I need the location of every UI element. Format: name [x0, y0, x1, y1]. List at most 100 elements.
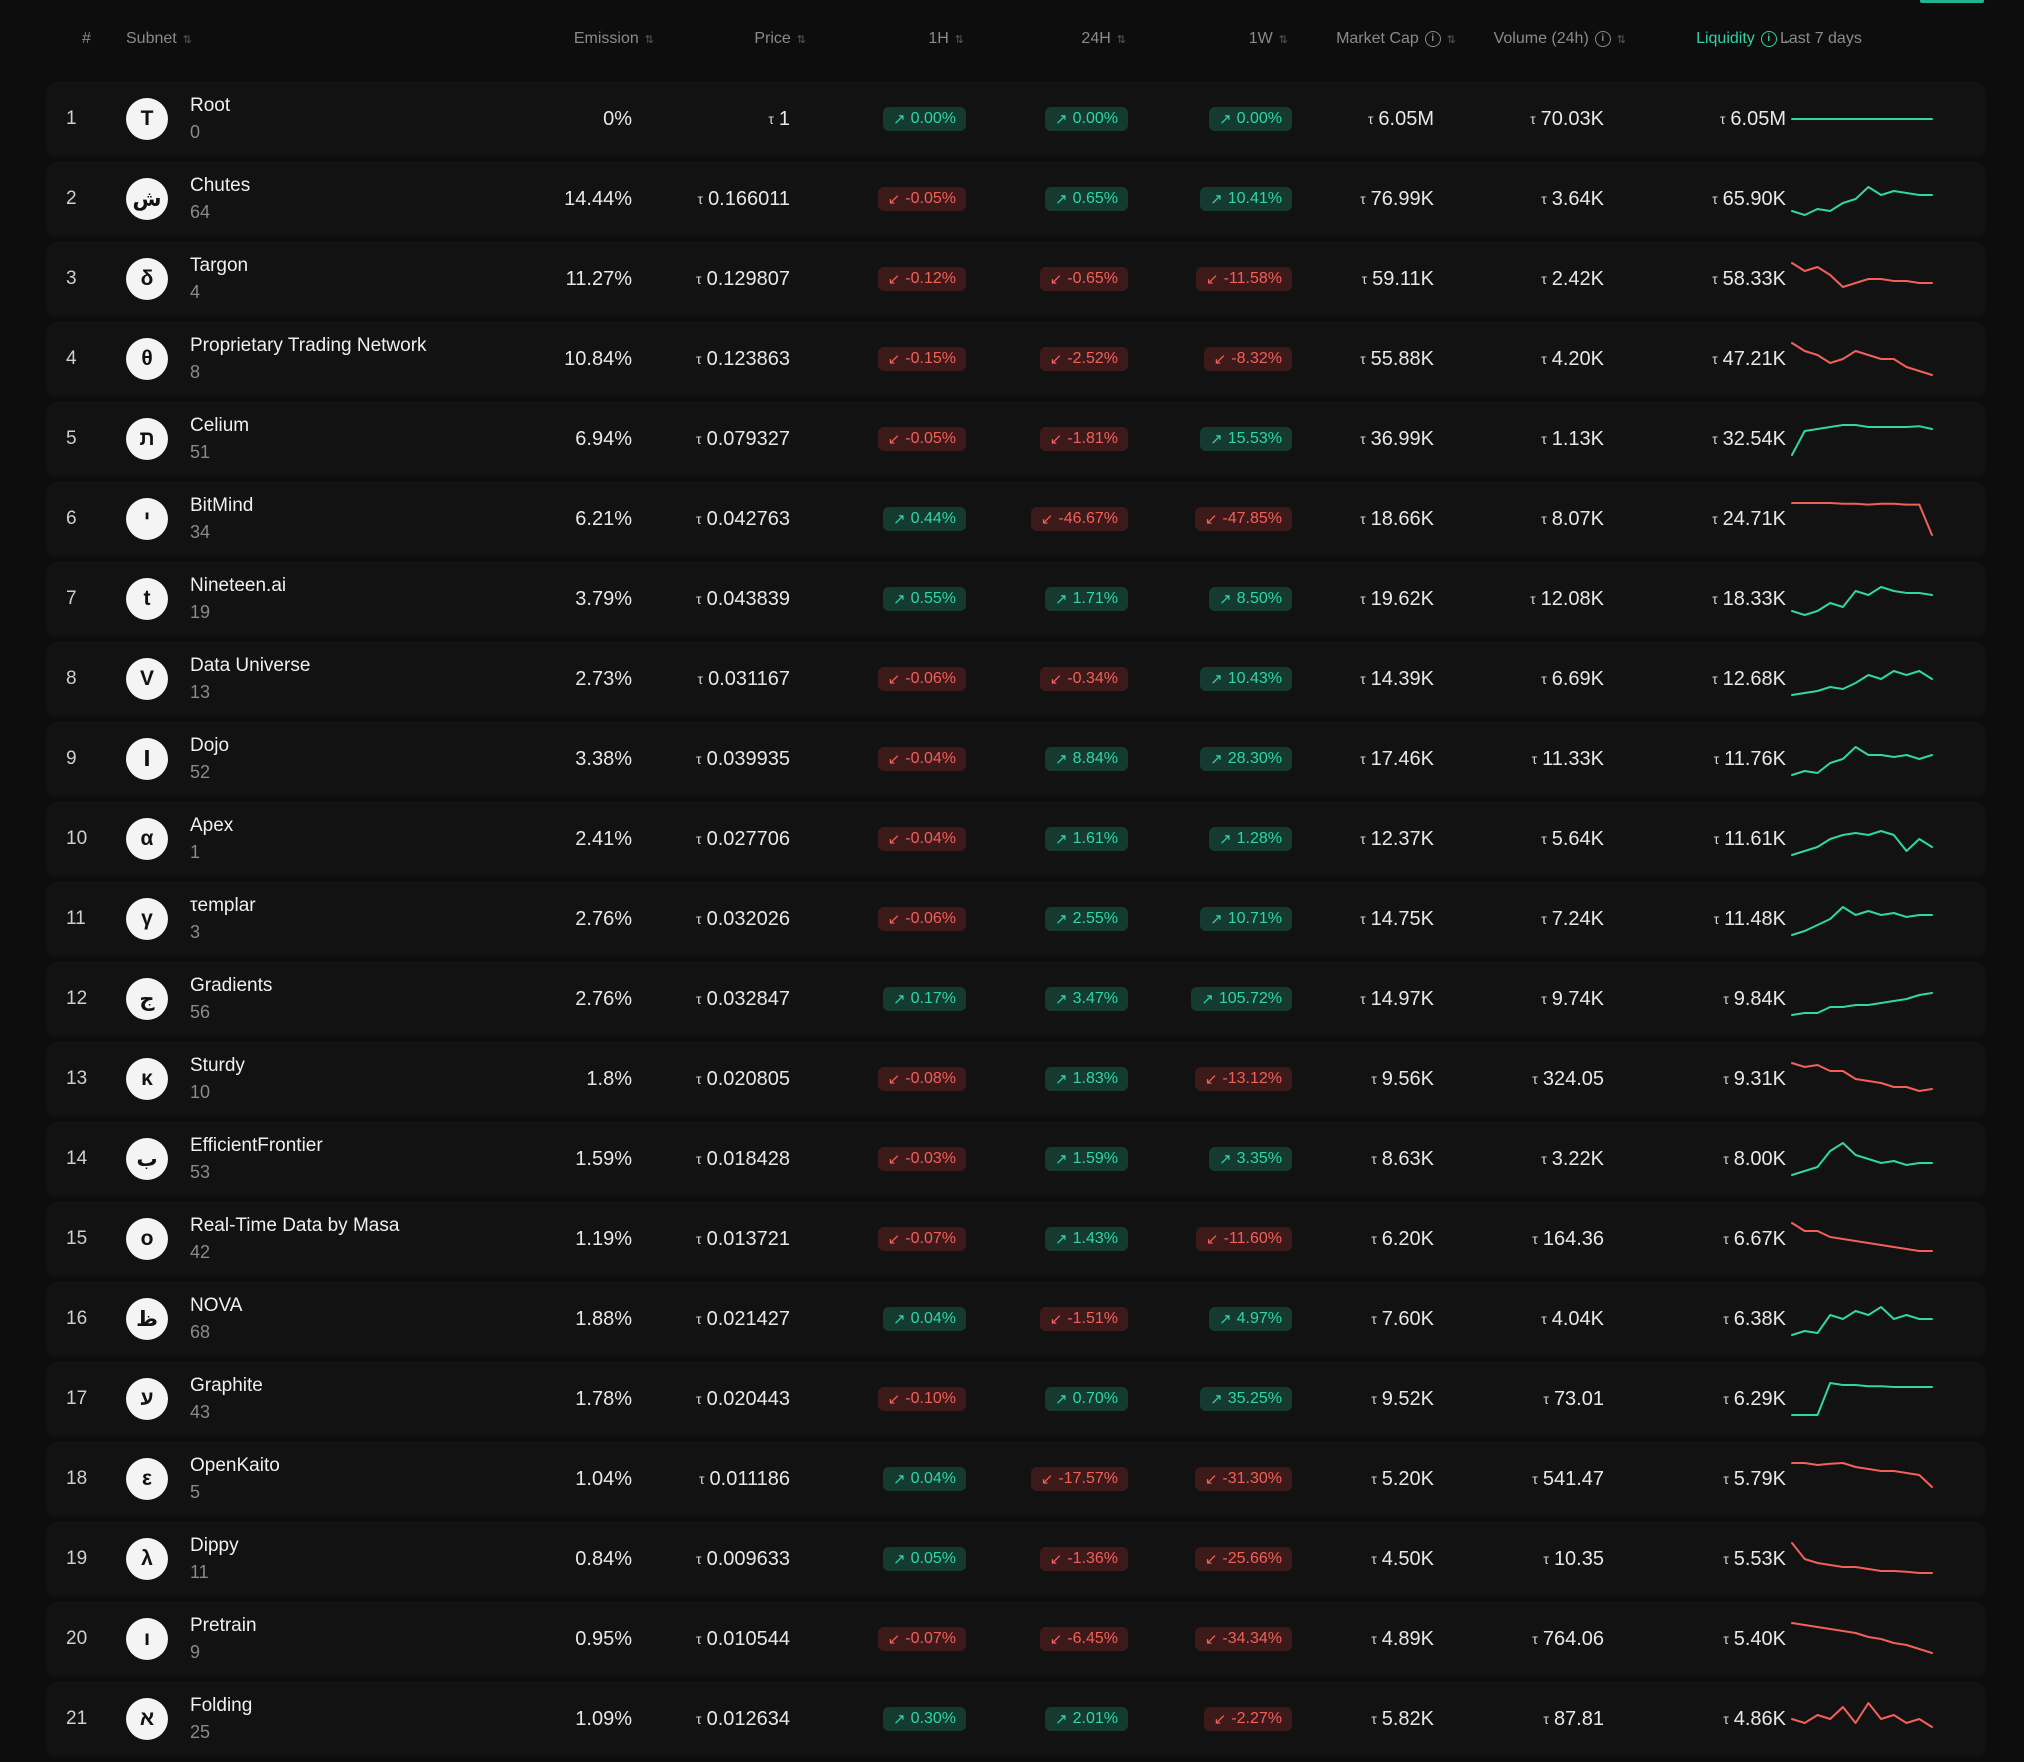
change-1h: ↙ -0.04% — [806, 802, 966, 876]
subnet-name-cell[interactable]: Apex 1 — [190, 802, 510, 876]
change-24h: ↗ 1.71% — [966, 562, 1128, 636]
subnet-name[interactable]: Proprietary Trading Network — [190, 335, 427, 356]
subnet-name-cell[interactable]: Nineteen.ai 19 — [190, 562, 510, 636]
subnet-name[interactable]: Targon — [190, 255, 249, 276]
table-row[interactable]: 6 י BitMind 34 6.21% τ 0.042763 ↗ 0.44% ↙ -… — [46, 482, 1986, 556]
table-row[interactable]: 2 ش Chutes 64 14.44% τ 0.166011 ↙ -0.05% ↗… — [46, 162, 1986, 236]
subnet-name-cell[interactable]: Data Universe 13 — [190, 642, 510, 716]
header-price[interactable]: Price ⇅ — [754, 30, 806, 47]
header-subnet[interactable]: Subnet ⇅ — [126, 30, 192, 47]
subnet-name-cell[interactable]: Chutes 64 — [190, 162, 510, 236]
info-icon[interactable]: i — [1424, 31, 1441, 47]
market-cap-value: τ 9.56K — [1371, 1067, 1434, 1090]
header-1h[interactable]: 1H ⇅ — [928, 30, 964, 47]
subnet-name[interactable]: BitMind — [190, 495, 254, 516]
subnet-name[interactable]: Graphite — [190, 1375, 263, 1396]
sparkline-path — [1791, 1622, 1933, 1654]
subnet-id: 43 — [190, 1402, 211, 1422]
table-row[interactable]: 19 λ Dippy 11 0.84% τ 0.009633 ↗ 0.05% ↙ -1… — [46, 1522, 1986, 1596]
trend-arrow-icon: ↗ — [893, 1311, 906, 1328]
subnet-name[interactable]: Data Universe — [190, 655, 311, 676]
header-market-cap[interactable]: Market Cap i ⇅ — [1336, 30, 1456, 47]
header-24h[interactable]: 24H ⇅ — [1081, 30, 1126, 47]
subnet-name-cell[interactable]: Real-Time Data by Masa 42 — [190, 1202, 510, 1276]
subnet-name[interactable]: Pretrain — [190, 1615, 257, 1636]
subnet-name[interactable]: Nineteen.ai — [190, 575, 287, 596]
volume-value: τ 70.03K — [1530, 107, 1604, 130]
table-row[interactable]: 9 ا Dojo 52 3.38% τ 0.039935 ↙ -0.04% ↗ 8.8… — [46, 722, 1986, 796]
subnet-name[interactable]: Sturdy — [190, 1055, 245, 1076]
change-24h: ↗ 1.61% — [966, 802, 1128, 876]
subnet-name-cell[interactable]: Gradients 56 — [190, 962, 510, 1036]
table-row[interactable]: 8 V Data Universe 13 2.73% τ 0.031167 ↙ -0… — [46, 642, 1986, 716]
subnet-name[interactable]: Apex — [190, 815, 234, 836]
table-row[interactable]: 16 ظ NOVA 68 1.88% τ 0.021427 ↗ 0.04% ↙ -1.… — [46, 1282, 1986, 1356]
info-icon[interactable]: i — [1760, 31, 1777, 47]
subnet-name-cell[interactable]: OpenKaito 5 — [190, 1442, 510, 1516]
subnet-name[interactable]: Root — [190, 95, 231, 116]
table-row[interactable]: 21 א Folding 25 1.09% τ 0.012634 ↗ 0.30% ↗… — [46, 1682, 1986, 1756]
header-1w[interactable]: 1W ⇅ — [1248, 30, 1288, 47]
subnet-name-cell[interactable]: Sturdy 10 — [190, 1042, 510, 1116]
market-cap-value: τ 17.46K — [1360, 747, 1434, 770]
price-value: τ 0.018428 — [696, 1147, 790, 1170]
table-row[interactable]: 17 ע Graphite 43 1.78% τ 0.020443 ↙ -0.10%… — [46, 1362, 1986, 1436]
subnet-name[interactable]: Folding — [190, 1695, 253, 1716]
table-row[interactable]: 10 α Apex 1 2.41% τ 0.027706 ↙ -0.04% ↗ 1.6… — [46, 802, 1986, 876]
trend-arrow-icon: ↙ — [1204, 1551, 1218, 1568]
row-rank: 18 — [66, 1468, 88, 1489]
table-row[interactable]: 15 ο Real-Time Data by Masa 42 1.19% τ 0.… — [46, 1202, 1986, 1276]
subnet-name[interactable]: Dojo — [190, 735, 230, 756]
trend-arrow-icon: ↙ — [887, 1151, 901, 1168]
sparkline-7d — [1791, 242, 1933, 316]
subnet-name[interactable]: Dippy — [190, 1535, 239, 1556]
subnet-name-cell[interactable]: EfficientFrontier 53 — [190, 1122, 510, 1196]
subnet-name-cell[interactable]: Proprietary Trading Network 8 — [190, 322, 510, 396]
subnet-name-cell[interactable]: Root 0 — [190, 82, 510, 156]
table-row[interactable]: 14 ب EfficientFrontier 53 1.59% τ 0.01842… — [46, 1122, 1986, 1196]
subnet-name-cell[interactable]: Dippy 11 — [190, 1522, 510, 1596]
table-row[interactable]: 5 ת Celium 51 6.94% τ 0.079327 ↙ -0.05% ↙ -… — [46, 402, 1986, 476]
subnet-name[interactable]: NOVA — [190, 1295, 243, 1316]
subnet-icon: γ — [126, 898, 168, 940]
subnet-name-cell[interactable]: Celium 51 — [190, 402, 510, 476]
change-1h: ↙ -0.06% — [806, 642, 966, 716]
table-row[interactable]: 11 γ τemplar 3 2.76% τ 0.032026 ↙ -0.06% ↗… — [46, 882, 1986, 956]
table-row[interactable]: 18 ε OpenKaito 5 1.04% τ 0.011186 ↗ 0.04% … — [46, 1442, 1986, 1516]
subnet-name-cell[interactable]: Targon 4 — [190, 242, 510, 316]
subnet-name-cell[interactable]: Pretrain 9 — [190, 1602, 510, 1676]
trend-arrow-icon: ↙ — [1049, 271, 1063, 288]
row-rank: 6 — [66, 508, 77, 529]
trend-arrow-icon: ↗ — [893, 1551, 906, 1568]
trend-arrow-icon: ↗ — [1055, 591, 1068, 608]
trend-arrow-icon: ↙ — [1204, 511, 1218, 528]
table-row[interactable]: 7 t Nineteen.ai 19 3.79% τ 0.043839 ↗ 0.55… — [46, 562, 1986, 636]
table-row[interactable]: 13 κ Sturdy 10 1.8% τ 0.020805 ↙ -0.08% ↗ 1… — [46, 1042, 1986, 1116]
table-row[interactable]: 20 ı Pretrain 9 0.95% τ 0.010544 ↙ -0.07% … — [46, 1602, 1986, 1676]
table-row[interactable]: 3 δ Targon 4 11.27% τ 0.129807 ↙ -0.12% ↙ -… — [46, 242, 1986, 316]
price-value: τ 0.079327 — [696, 427, 790, 450]
sparkline-path — [1791, 992, 1933, 1016]
header-liquidity[interactable]: Liquidity i ⌄ — [1696, 30, 1792, 47]
info-icon[interactable]: i — [1594, 31, 1611, 47]
table-row[interactable]: 12 ج Gradients 56 2.76% τ 0.032847 ↗ 0.17%… — [46, 962, 1986, 1036]
subnet-name[interactable]: Chutes — [190, 175, 251, 196]
subnet-name[interactable]: Celium — [190, 415, 250, 436]
subnet-name-cell[interactable]: Dojo 52 — [190, 722, 510, 796]
subnet-name-cell[interactable]: NOVA 68 — [190, 1282, 510, 1356]
subnet-icon: α — [126, 818, 168, 860]
subnet-name-cell[interactable]: BitMind 34 — [190, 482, 510, 556]
subnet-name[interactable]: Real-Time Data by Masa — [190, 1215, 400, 1236]
subnet-name[interactable]: EfficientFrontier — [190, 1135, 323, 1156]
subnet-name-cell[interactable]: Folding 25 — [190, 1682, 510, 1756]
header-emission[interactable]: Emission ⇅ — [573, 30, 654, 47]
subnet-name-cell[interactable]: Graphite 43 — [190, 1362, 510, 1436]
table-row[interactable]: 4 θ Proprietary Trading Network 8 10.84%… — [46, 322, 1986, 396]
subnet-name[interactable]: Gradients — [190, 975, 273, 996]
subnet-name[interactable]: τemplar — [190, 895, 256, 916]
subnet-name-cell[interactable]: τemplar 3 — [190, 882, 510, 956]
subnet-name[interactable]: OpenKaito — [190, 1455, 280, 1476]
price-value: τ 0.010544 — [696, 1627, 790, 1650]
header-volume[interactable]: Volume (24h) i ⇅ — [1493, 30, 1626, 47]
